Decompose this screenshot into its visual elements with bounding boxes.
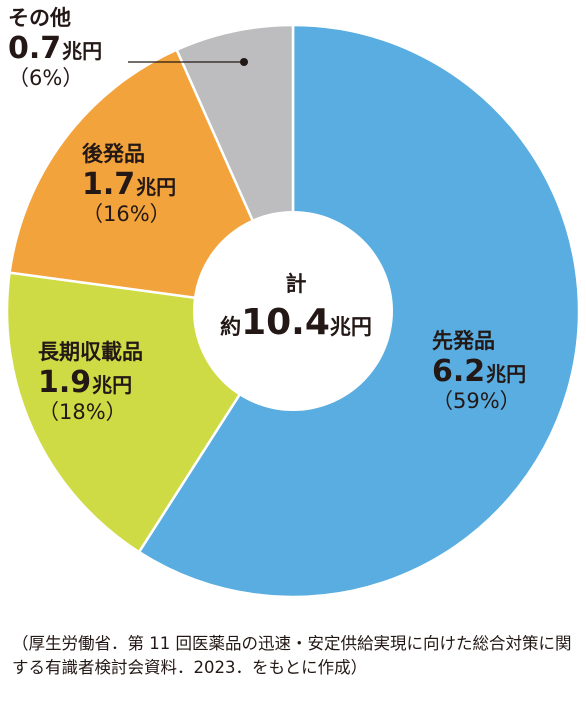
total-value: 10.4 bbox=[241, 302, 330, 343]
slice-value: 1.7兆円 bbox=[82, 166, 177, 202]
slice-label-senpatsu: 先発品 6.2兆円 （59%） bbox=[432, 329, 526, 414]
leader-dot-other bbox=[240, 58, 248, 66]
total-prefix: 約 bbox=[220, 315, 242, 339]
slice-label-other: その他 0.7兆円 （6%） bbox=[8, 6, 102, 91]
slice-name: 長期収載品 bbox=[38, 340, 143, 364]
total-unit: 兆円 bbox=[329, 315, 372, 339]
total-label: 計 約10.4兆円 bbox=[196, 268, 396, 343]
slice-percent: （16%） bbox=[82, 202, 171, 227]
slice-percent: （18%） bbox=[38, 400, 127, 425]
slice-name: その他 bbox=[8, 6, 71, 30]
slice-name: 後発品 bbox=[82, 142, 145, 166]
slice-value: 6.2兆円 bbox=[432, 353, 527, 389]
total-value-line: 約10.4兆円 bbox=[196, 302, 396, 343]
slice-percent: （59%） bbox=[432, 389, 521, 414]
donut-hole bbox=[193, 211, 393, 411]
total-caption: 計 bbox=[285, 272, 307, 296]
slice-value: 0.7兆円 bbox=[8, 30, 103, 66]
slice-label-kouhatsu: 後発品 1.7兆円 （16%） bbox=[82, 142, 176, 227]
donut-chart bbox=[5, 23, 581, 599]
source-note: （厚生労働省．第 11 回医薬品の迅速・安定供給実現に向けた総合対策に関する有識… bbox=[12, 634, 572, 677]
slice-value: 1.9兆円 bbox=[38, 364, 133, 400]
slice-label-chouki: 長期収載品 1.9兆円 （18%） bbox=[38, 340, 143, 425]
slice-name: 先発品 bbox=[432, 329, 495, 353]
slice-percent: （6%） bbox=[8, 66, 84, 91]
